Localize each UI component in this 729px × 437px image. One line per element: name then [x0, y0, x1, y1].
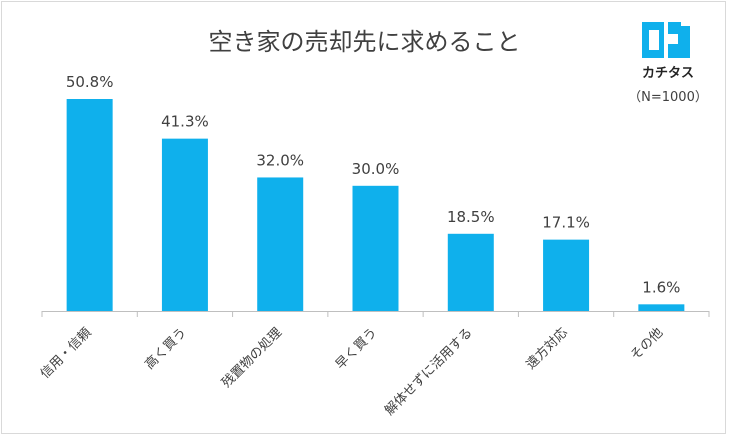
category-label-1: 信用・信頼: [38, 325, 95, 382]
value-label-6: 17.1%: [542, 214, 590, 232]
bar-2: [161, 138, 208, 311]
category-label-2: 高く買う: [142, 325, 190, 373]
bar-7: [638, 304, 685, 311]
chart-title: 空き家の売却先に求めること: [208, 28, 521, 56]
value-label-4: 30.0%: [352, 160, 400, 178]
value-label-7: 1.6%: [642, 278, 680, 296]
sample-size: （N=1000）: [628, 90, 708, 105]
katitas-logo-icon: [642, 22, 690, 58]
value-label-5: 18.5%: [447, 208, 495, 226]
value-label-2: 41.3%: [161, 113, 209, 131]
bar-5: [447, 233, 494, 311]
bar-4: [352, 185, 399, 311]
brand-name: カチタス: [641, 66, 694, 81]
bar-6: [543, 239, 590, 311]
bar-3: [257, 177, 304, 311]
category-label-3: 残置物の処理: [219, 325, 285, 391]
category-label-5: 解体せずに活用する: [382, 325, 475, 418]
category-label-7: その他: [628, 325, 666, 363]
bar-1: [66, 99, 113, 311]
value-label-1: 50.8%: [66, 73, 114, 91]
category-label-6: 遠方対応: [523, 325, 571, 373]
category-label-4: 早く買う: [333, 325, 380, 372]
value-label-3: 32.0%: [256, 151, 304, 169]
